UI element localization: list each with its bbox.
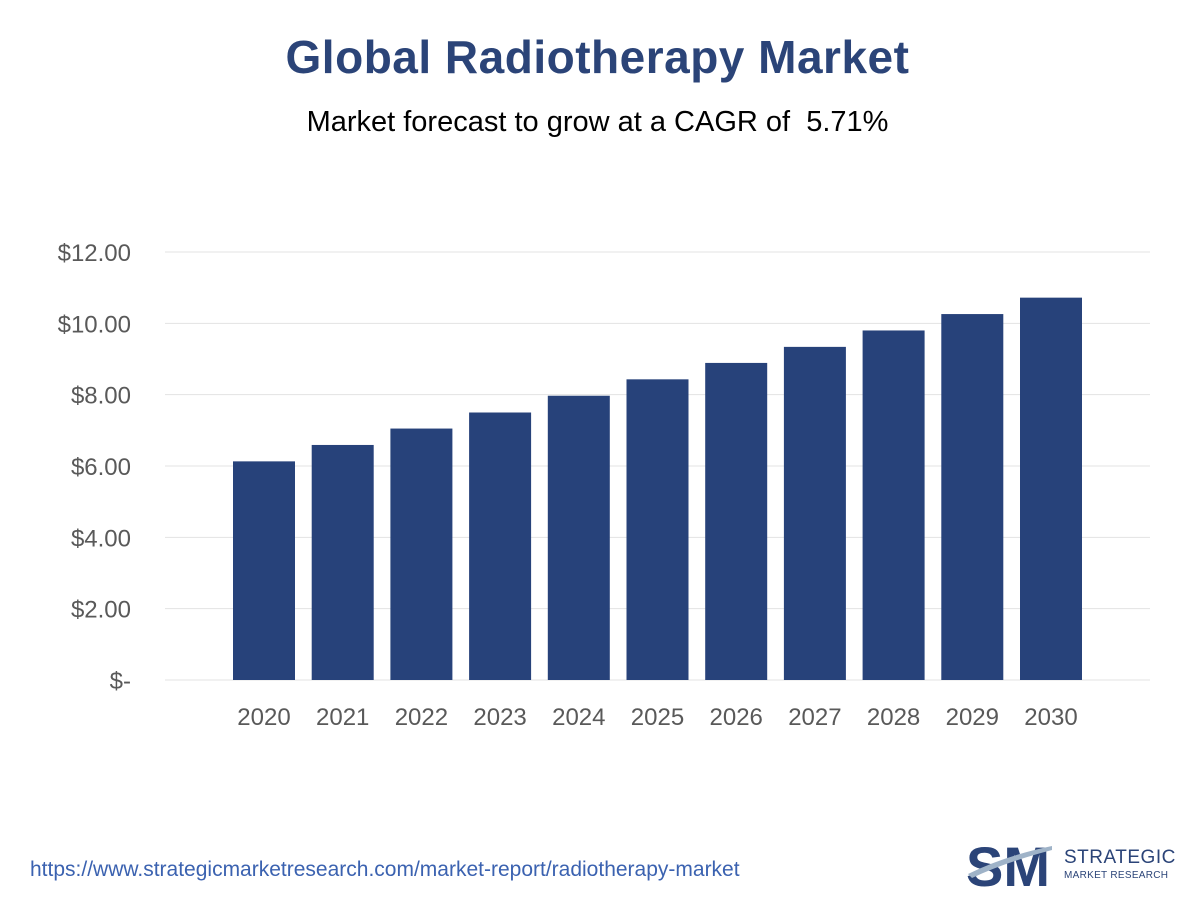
bar-2024 — [547, 395, 610, 680]
bar-2020 — [233, 461, 295, 680]
bar-2028 — [862, 330, 925, 680]
source-url-link[interactable]: https://www.strategicmarketresearch.com/… — [30, 858, 740, 881]
bar-chart: $-$2.00$4.00$6.00$8.00$10.00$12.00 2020 2… — [58, 240, 1150, 731]
y-tick-label: $8.00 — [71, 383, 131, 410]
x-axis-ticks: 2020 2021 2022 2023 2024 2025 2026 2027 2028 2029… — [237, 704, 1077, 731]
x-tick-label: 2026 — [710, 704, 763, 731]
bar-2027 — [783, 346, 846, 680]
bar-2023 — [469, 412, 532, 680]
logo-mark-icon: SM — [966, 838, 1052, 894]
bar-2021 — [311, 444, 374, 680]
bar-2029 — [941, 314, 1004, 680]
y-tick-label: $4.00 — [71, 525, 131, 552]
logo-text-line2: MARKET RESEARCH — [1064, 870, 1169, 881]
x-tick-label: 2021 — [316, 704, 369, 731]
bar-2030 — [1020, 297, 1082, 680]
bars — [233, 297, 1082, 680]
chart-subtitle: Market forecast to grow at a CAGR of 5.7… — [306, 106, 889, 138]
y-axis-ticks: $- $2.00 $4.00 $6.00 $8.00 $10.00 $12.00 — [58, 240, 131, 695]
y-tick-label: $2.00 — [71, 597, 131, 624]
x-tick-label: 2028 — [867, 704, 920, 731]
y-tick-label: $6.00 — [71, 454, 131, 481]
y-tick-label: $- — [110, 668, 131, 695]
x-tick-label: 2023 — [473, 704, 526, 731]
svg-text:SM: SM — [966, 838, 1050, 894]
chart-title: Global Radiotherapy Market — [285, 31, 910, 83]
x-tick-label: 2020 — [237, 704, 290, 731]
company-logo: SM STRATEGIC MARKET RESEARCH — [964, 838, 1175, 894]
bar-2022 — [390, 428, 453, 680]
x-tick-label: 2029 — [946, 704, 999, 731]
x-tick-label: 2027 — [788, 704, 841, 731]
x-tick-label: 2022 — [395, 704, 448, 731]
logo-text-line1: STRATEGIC — [1064, 847, 1176, 868]
y-tick-label: $10.00 — [58, 311, 131, 338]
bar-2025 — [626, 379, 689, 680]
y-tick-label: $12.00 — [58, 240, 131, 267]
x-tick-label: 2030 — [1024, 704, 1077, 731]
bar-2026 — [705, 362, 768, 680]
x-tick-label: 2025 — [631, 704, 684, 731]
x-tick-label: 2024 — [552, 704, 605, 731]
